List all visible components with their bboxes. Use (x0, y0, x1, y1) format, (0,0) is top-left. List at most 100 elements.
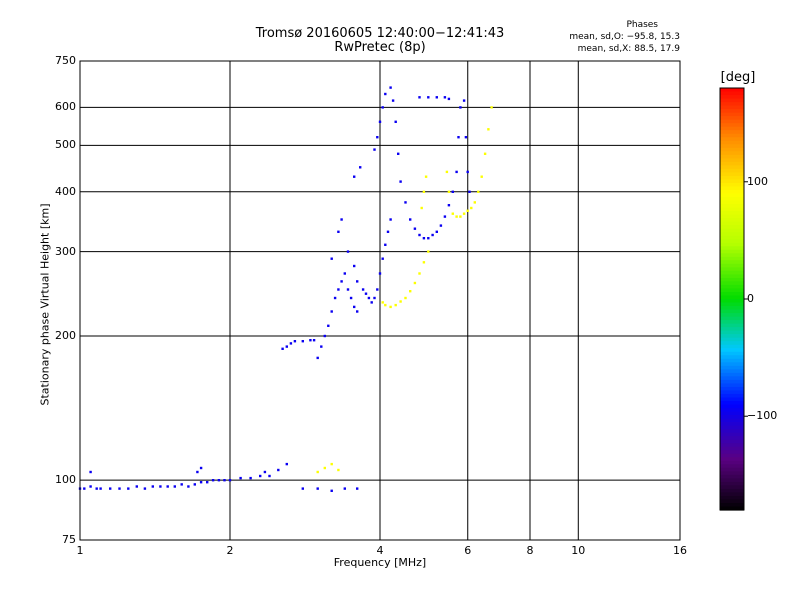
data-point-o (367, 296, 371, 300)
colorbar-segment (720, 218, 744, 223)
colorbar-segment (720, 263, 744, 268)
colorbar-segment (720, 260, 744, 265)
chart-subtitle: RwPretec (8p) (334, 40, 426, 55)
colorbar-segment (720, 284, 744, 290)
colorbar-segment (720, 295, 744, 300)
data-point-o (217, 479, 221, 482)
colorbar-tick-label: 0 (747, 292, 754, 305)
colorbar-segment (720, 291, 744, 297)
data-point-x (316, 470, 319, 474)
data-point-o (381, 106, 384, 109)
colorbar-segment (720, 140, 744, 145)
x-tick-label: 2 (226, 544, 234, 557)
data-points (78, 86, 493, 492)
data-point-o (457, 136, 460, 139)
data-point-o (239, 476, 242, 480)
colorbar-segment (720, 161, 744, 166)
colorbar-segment (720, 390, 744, 395)
data-point-x (399, 300, 402, 303)
colorbar-segment (720, 299, 744, 304)
data-point-o (404, 201, 407, 204)
data-point-o (285, 462, 288, 466)
colorbar-segment (720, 355, 744, 360)
colorbar-segment (720, 105, 744, 110)
data-point-x (413, 281, 417, 285)
colorbar-segment (720, 123, 744, 128)
colorbar-segment (720, 488, 744, 494)
data-point-o (187, 485, 190, 488)
colorbar-segment (720, 446, 744, 451)
colorbar-segment (720, 471, 744, 476)
colorbar-segment (720, 460, 744, 465)
colorbar-segment (720, 112, 744, 117)
colorbar-segment (720, 211, 744, 216)
colorbar-segment (720, 228, 744, 233)
data-point-o (337, 288, 340, 291)
colorbar-segment (720, 281, 744, 286)
y-tick-label: 200 (55, 328, 76, 342)
data-point-x (420, 206, 423, 210)
data-point-o (285, 345, 288, 348)
colorbar-segment (720, 467, 744, 472)
colorbar-segment (720, 450, 744, 455)
data-point-o (422, 237, 426, 240)
data-point-o (435, 96, 438, 99)
data-point-o (346, 250, 350, 253)
y-tick-label: 600 (55, 100, 76, 114)
data-point-o (268, 474, 271, 478)
data-point-o (289, 342, 293, 345)
colorbar-segment (720, 474, 744, 479)
colorbar-segment (720, 158, 744, 163)
colorbar-segment (720, 116, 744, 121)
data-point-x (409, 290, 412, 293)
y-tick-label: 750 (55, 54, 76, 67)
data-point-o (413, 227, 417, 230)
data-point-x (451, 212, 454, 215)
colorbar-segment (720, 189, 744, 195)
plot-frame (79, 60, 681, 541)
data-point-o (370, 301, 373, 304)
colorbar-segment (720, 207, 744, 212)
colorbar-segment (720, 186, 744, 191)
colorbar-segment (720, 239, 744, 244)
data-point-x (424, 175, 428, 178)
colorbar-segment (720, 172, 744, 177)
colorbar-segment (720, 418, 744, 423)
data-point-o (320, 345, 323, 348)
x-tick-label: 4 (376, 544, 384, 557)
data-point-x (470, 206, 473, 210)
data-point-o (109, 487, 112, 490)
data-point-o (443, 96, 447, 99)
colorbar-segment (720, 274, 744, 279)
colorbar-segment (720, 214, 744, 219)
colorbar-segment (720, 351, 744, 356)
colorbar-segment (720, 182, 744, 188)
data-point-o (378, 272, 382, 275)
colorbar-segment (720, 439, 744, 444)
data-point-o (435, 230, 438, 233)
colorbar-segment (720, 372, 744, 377)
data-point-o (376, 288, 379, 291)
colorbar-segment (720, 457, 744, 462)
colorbar-segment (720, 130, 744, 135)
data-point-o (301, 340, 304, 343)
colorbar-tick-label: 100 (747, 174, 768, 188)
data-point-o (361, 288, 365, 291)
colorbar-segment (720, 432, 744, 437)
data-point-o (353, 175, 356, 178)
data-point-o (263, 470, 267, 474)
colorbar-segment (720, 91, 744, 96)
data-point-o (206, 481, 209, 484)
data-point-o (378, 120, 382, 123)
colorbar-segment (720, 200, 744, 205)
colorbar-segment (720, 358, 744, 363)
colorbar-segment (720, 499, 744, 504)
colorbar-segment (720, 495, 744, 501)
data-point-o (364, 292, 368, 295)
colorbar-segment (720, 404, 744, 409)
colorbar-segment (720, 242, 744, 247)
colorbar-segment (720, 316, 744, 321)
data-point-o (333, 296, 337, 300)
colorbar-segment (720, 369, 744, 374)
